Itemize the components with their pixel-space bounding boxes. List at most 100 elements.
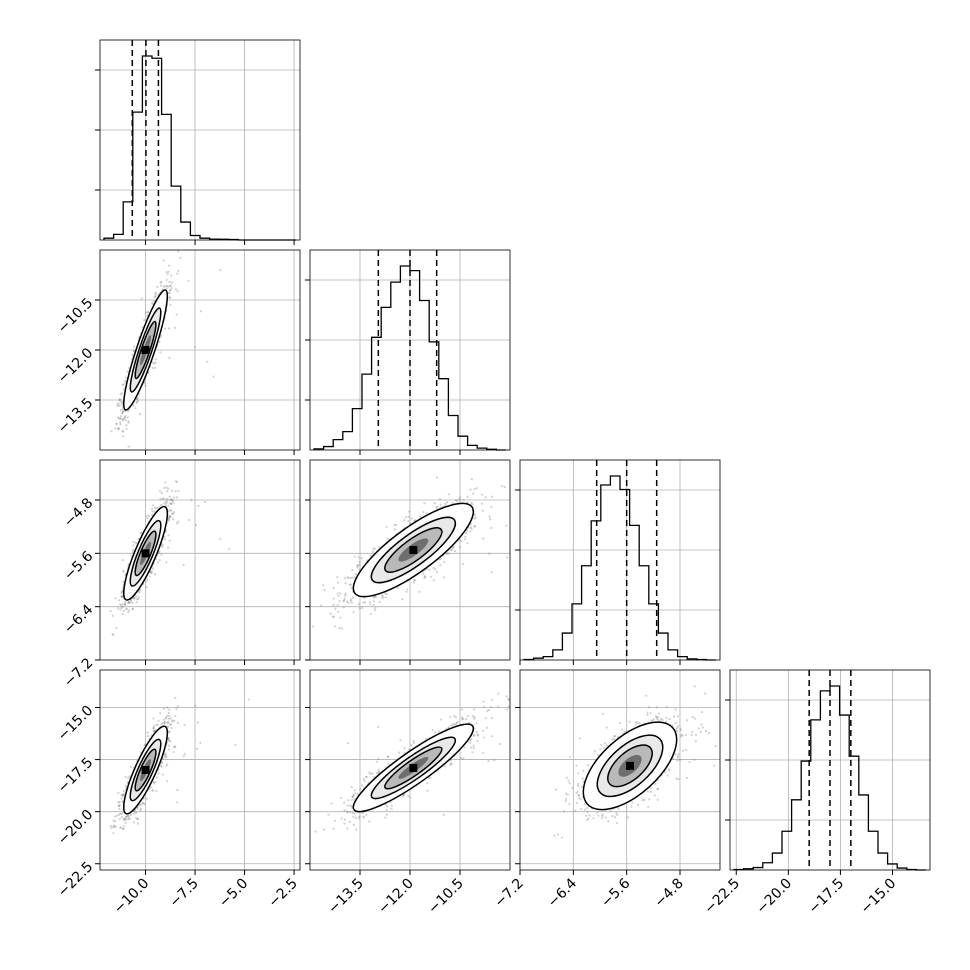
sample-point — [164, 327, 167, 330]
sample-point — [151, 510, 154, 513]
density-peak — [141, 346, 150, 354]
sample-point — [127, 445, 130, 448]
sample-point — [457, 498, 461, 501]
sample-point — [424, 575, 427, 579]
sample-point — [170, 502, 173, 506]
sample-point — [177, 520, 180, 523]
sample-point — [393, 524, 396, 527]
sample-point — [131, 601, 134, 604]
sample-point — [163, 486, 166, 490]
sample-point — [385, 525, 388, 529]
sample-point — [332, 616, 335, 619]
sample-point — [119, 603, 122, 606]
sample-point — [464, 538, 467, 541]
sample-point — [124, 416, 127, 419]
sample-point — [167, 487, 170, 490]
sample-point — [111, 633, 114, 636]
sample-point — [168, 356, 171, 359]
sample-point — [432, 566, 435, 570]
sample-point — [162, 707, 166, 710]
sample-point — [119, 608, 122, 611]
sample-point — [334, 607, 337, 610]
sample-point — [121, 419, 124, 422]
sample-point — [166, 714, 169, 718]
panel-content — [100, 243, 300, 450]
sample-point — [447, 552, 450, 555]
sample-point — [120, 591, 123, 594]
sample-point — [119, 417, 122, 420]
sample-point — [165, 717, 168, 720]
sample-point — [228, 547, 231, 551]
sample-point — [120, 403, 124, 406]
sample-point — [165, 764, 168, 768]
sample-point — [413, 579, 416, 582]
sample-point — [484, 496, 487, 499]
sample-point — [368, 601, 371, 604]
sample-point — [112, 633, 115, 636]
sample-point — [168, 289, 171, 292]
sample-point — [121, 412, 124, 415]
sample-point — [419, 515, 422, 518]
sample-point — [173, 745, 176, 749]
sample-point — [118, 421, 122, 424]
sample-point — [121, 400, 124, 403]
sample-point — [109, 610, 112, 613]
sample-point — [124, 419, 127, 422]
sample-point — [132, 596, 136, 600]
sample-point — [125, 607, 128, 610]
sample-point — [168, 296, 172, 299]
sample-point — [428, 568, 431, 572]
sample-point — [122, 580, 125, 583]
sample-point — [439, 557, 442, 561]
sample-point — [112, 825, 115, 828]
sample-point — [381, 594, 384, 597]
sample-point — [469, 526, 472, 529]
panel-content — [100, 460, 300, 660]
sample-point — [219, 269, 222, 272]
sample-point — [168, 284, 171, 288]
sample-point — [503, 485, 506, 488]
sample-point — [459, 496, 462, 499]
sample-point — [164, 498, 167, 501]
sample-point — [168, 514, 172, 518]
sample-point — [193, 345, 196, 349]
sample-point — [166, 763, 169, 766]
sample-point — [153, 729, 157, 732]
scatter-panel-3-2 — [305, 459, 511, 665]
sample-point — [123, 819, 126, 822]
sample-point — [358, 568, 361, 571]
sample-point — [474, 525, 477, 528]
sample-point — [165, 278, 168, 282]
sample-point — [134, 595, 138, 598]
sample-point — [122, 388, 125, 391]
sample-point — [152, 726, 155, 729]
sample-point — [473, 525, 476, 528]
sample-point — [122, 410, 125, 413]
sample-point — [121, 430, 124, 433]
sample-point — [339, 592, 342, 595]
sample-point — [344, 593, 347, 596]
sample-point — [185, 243, 187, 245]
sample-point — [147, 371, 150, 374]
sample-point — [137, 597, 140, 601]
sample-point — [135, 401, 138, 404]
sample-point — [332, 597, 335, 600]
sample-point — [168, 292, 171, 295]
sample-point — [159, 498, 162, 501]
sample-point — [126, 370, 129, 373]
sample-point — [469, 488, 472, 491]
sample-point — [439, 564, 442, 567]
sample-point — [151, 507, 154, 510]
panel-content — [100, 670, 300, 870]
sample-point — [384, 592, 387, 595]
sample-point — [141, 326, 144, 329]
sample-point — [133, 597, 136, 600]
sample-point — [175, 481, 178, 484]
panel-frame — [99, 459, 301, 661]
sample-point — [124, 414, 127, 418]
sample-point — [451, 546, 454, 549]
sample-point — [336, 581, 340, 584]
sample-point — [171, 499, 174, 503]
sample-point — [470, 527, 473, 530]
sample-point — [128, 609, 131, 612]
